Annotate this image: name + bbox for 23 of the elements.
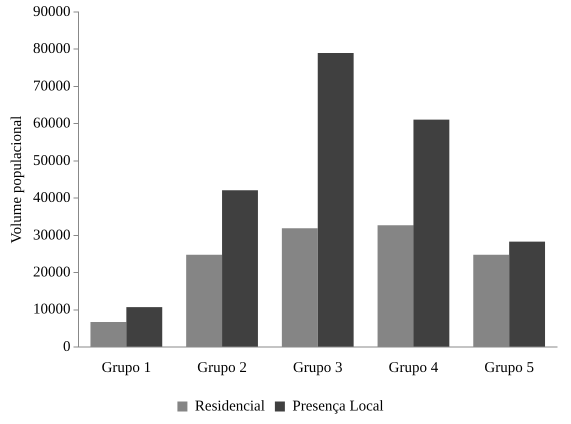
x-tick-label: Grupo 1 [102, 360, 152, 376]
bar [413, 120, 450, 346]
x-tick-label: Grupo 5 [484, 360, 534, 376]
legend-label: Presença Local [292, 398, 384, 414]
bar [318, 52, 354, 346]
y-tick-label: 0 [63, 338, 70, 355]
y-tick-label: 30000 [33, 227, 70, 244]
bar [126, 307, 162, 346]
x-tick-label: Grupo 4 [388, 360, 439, 376]
y-tick-label: 50000 [33, 152, 70, 169]
y-axis-title: Volume populacional [8, 116, 25, 244]
bar [222, 190, 258, 346]
legend-label: Residencial [194, 398, 265, 414]
y-tick-label: 40000 [33, 190, 70, 206]
y-tick-label: 60000 [33, 116, 70, 132]
x-tick-label: Grupo 2 [197, 360, 247, 376]
bar [509, 242, 546, 346]
y-tick-label: 70000 [33, 78, 70, 94]
x-tick-label: Grupo 3 [292, 360, 343, 376]
y-tick-label: 20000 [33, 264, 70, 280]
y-tick-label: 80000 [33, 41, 70, 58]
y-tick-label: 90000 [33, 4, 70, 20]
y-tick-label: 10000 [33, 302, 70, 318]
